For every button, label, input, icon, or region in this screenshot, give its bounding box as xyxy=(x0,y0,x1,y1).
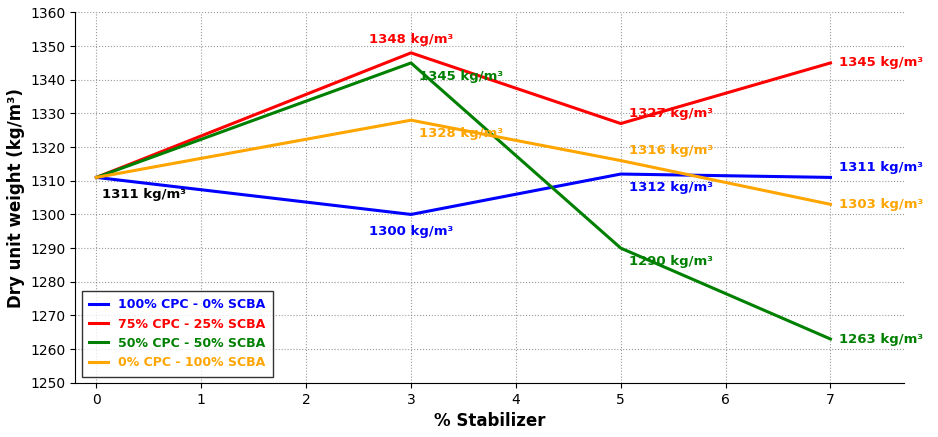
0% CPC - 100% SCBA xyxy=(91,175,102,180)
Text: 1327 kg/m³: 1327 kg/m³ xyxy=(629,107,713,120)
X-axis label: % Stabilizer: % Stabilizer xyxy=(434,412,545,430)
50% CPC - 50% SCBA xyxy=(405,60,416,66)
Text: 1311 kg/m³: 1311 kg/m³ xyxy=(839,161,923,174)
75% CPC - 25% SCBA xyxy=(825,60,836,66)
Text: 1300 kg/m³: 1300 kg/m³ xyxy=(369,225,453,238)
0% CPC - 100% SCBA xyxy=(825,202,836,207)
0% CPC - 100% SCBA xyxy=(405,118,416,123)
Text: 1311 kg/m³: 1311 kg/m³ xyxy=(101,187,186,201)
Text: 1303 kg/m³: 1303 kg/m³ xyxy=(839,198,923,211)
75% CPC - 25% SCBA xyxy=(91,175,102,180)
Legend: 100% CPC - 0% SCBA, 75% CPC - 25% SCBA, 50% CPC - 50% SCBA, 0% CPC - 100% SCBA: 100% CPC - 0% SCBA, 75% CPC - 25% SCBA, … xyxy=(82,291,273,377)
Text: 1345 kg/m³: 1345 kg/m³ xyxy=(839,56,923,69)
75% CPC - 25% SCBA xyxy=(615,121,627,126)
100% CPC - 0% SCBA xyxy=(615,171,627,177)
50% CPC - 50% SCBA xyxy=(91,175,102,180)
50% CPC - 50% SCBA xyxy=(825,336,836,342)
Text: 1345 kg/m³: 1345 kg/m³ xyxy=(419,69,504,83)
Line: 100% CPC - 0% SCBA: 100% CPC - 0% SCBA xyxy=(97,174,830,215)
Text: 1316 kg/m³: 1316 kg/m³ xyxy=(629,144,713,157)
Line: 75% CPC - 25% SCBA: 75% CPC - 25% SCBA xyxy=(97,53,830,177)
50% CPC - 50% SCBA xyxy=(615,246,627,251)
Y-axis label: Dry unit weight (kg/m³): Dry unit weight (kg/m³) xyxy=(7,88,25,308)
Text: 1348 kg/m³: 1348 kg/m³ xyxy=(369,33,453,46)
100% CPC - 0% SCBA xyxy=(91,175,102,180)
Line: 50% CPC - 50% SCBA: 50% CPC - 50% SCBA xyxy=(97,63,830,339)
100% CPC - 0% SCBA xyxy=(405,212,416,217)
Text: 1312 kg/m³: 1312 kg/m³ xyxy=(629,181,713,194)
Text: 1328 kg/m³: 1328 kg/m³ xyxy=(419,127,504,140)
Text: 1290 kg/m³: 1290 kg/m³ xyxy=(629,255,713,268)
100% CPC - 0% SCBA xyxy=(825,175,836,180)
Line: 0% CPC - 100% SCBA: 0% CPC - 100% SCBA xyxy=(97,120,830,205)
0% CPC - 100% SCBA xyxy=(615,158,627,163)
75% CPC - 25% SCBA xyxy=(405,50,416,55)
Text: 1263 kg/m³: 1263 kg/m³ xyxy=(839,333,923,346)
